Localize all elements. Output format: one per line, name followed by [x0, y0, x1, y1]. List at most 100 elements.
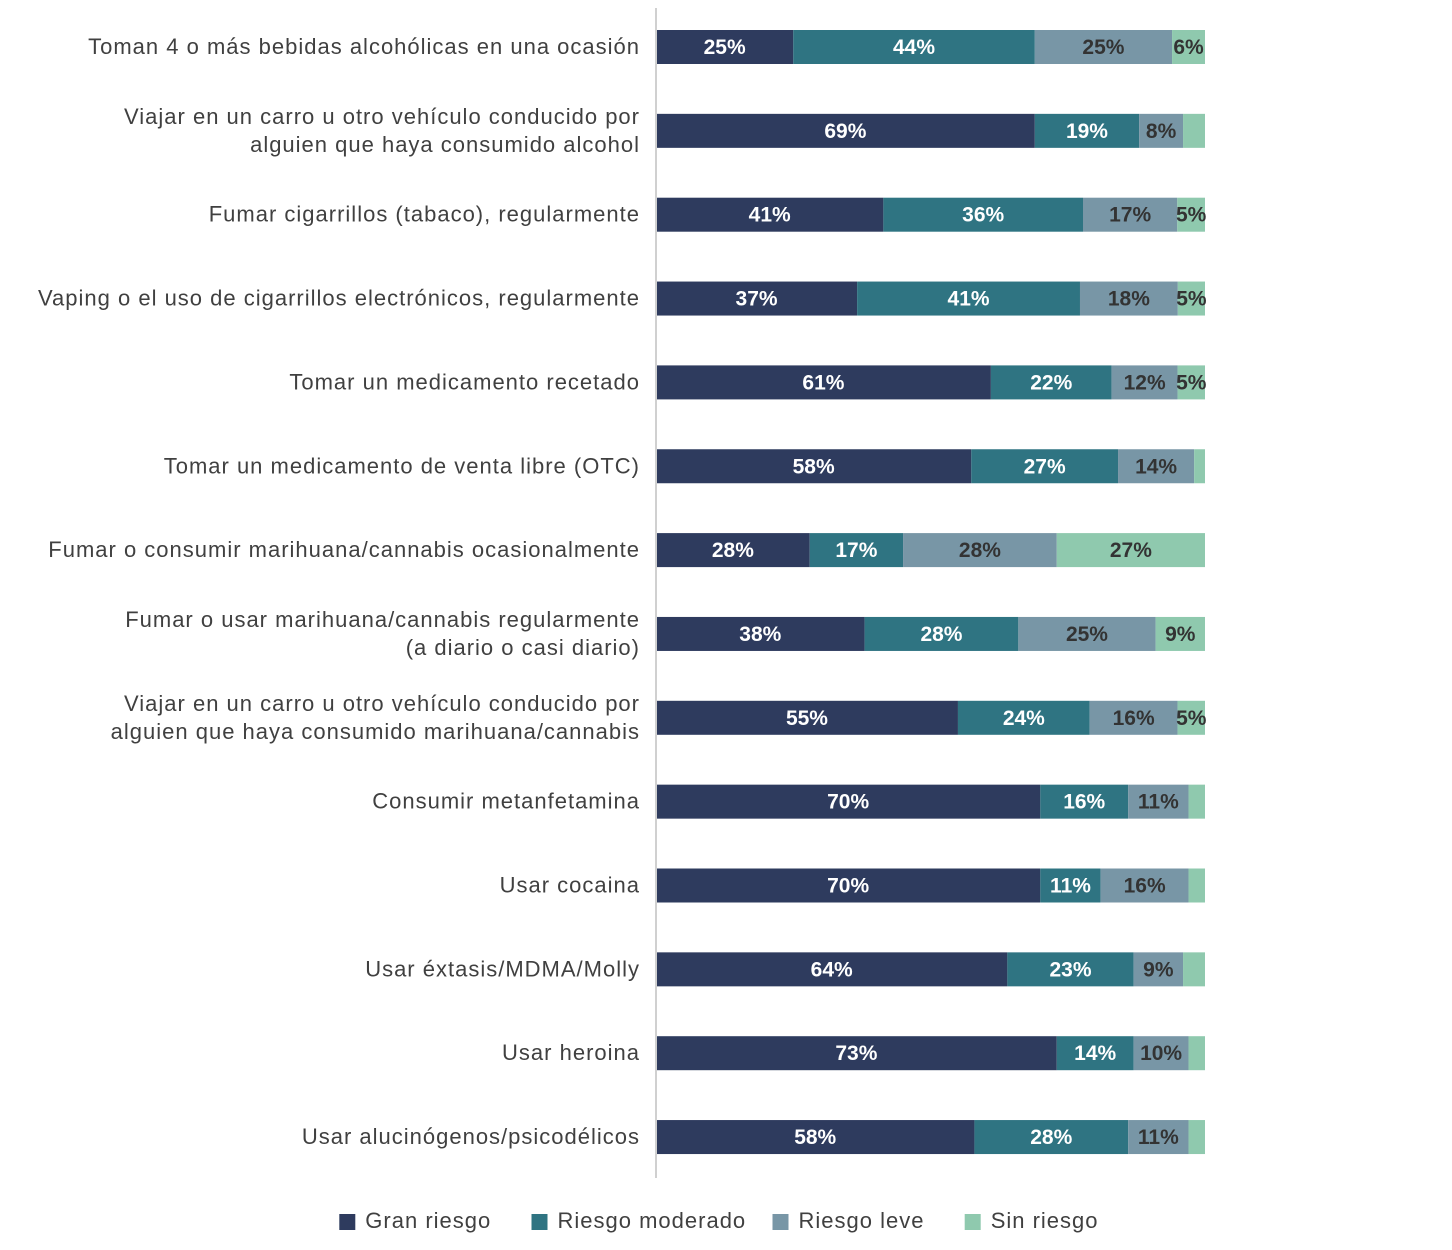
- data-label: 9%: [1165, 623, 1196, 646]
- bar-segment: [1128, 1120, 1189, 1155]
- data-label: 28%: [1030, 1126, 1072, 1149]
- data-label: 27%: [1024, 455, 1066, 478]
- data-label: 17%: [835, 539, 877, 562]
- bar-segment: [990, 365, 1112, 400]
- data-label: 61%: [802, 371, 844, 394]
- bar-segment: [1177, 197, 1205, 232]
- bar-segment: [1040, 868, 1101, 903]
- category-labels-layer: Toman 4 o más bebidas alcohólicas en una…: [38, 34, 640, 1149]
- legend-label: Riesgo leve: [799, 1208, 925, 1233]
- bar-segment: [1172, 30, 1205, 64]
- data-label: 37%: [736, 288, 778, 311]
- bar-segment: [656, 30, 794, 64]
- category-label: Tomar un medicamento recetado: [289, 369, 640, 394]
- data-label: 73%: [835, 1042, 877, 1065]
- bar-segment: [1089, 700, 1178, 735]
- data-label: 16%: [1113, 707, 1155, 730]
- category-label: Tomar un medicamento de venta libre (OTC…: [164, 453, 640, 478]
- category-label: Usar heroina: [502, 1040, 640, 1065]
- data-label: 8%: [1146, 120, 1177, 143]
- data-label: 16%: [1063, 791, 1105, 814]
- data-label: 11%: [1138, 791, 1179, 814]
- legend-label: Sin riesgo: [991, 1208, 1099, 1233]
- category-label: Viajar en un carro u otro vehículo condu…: [124, 104, 640, 129]
- bar-segment: [903, 533, 1057, 568]
- data-label: 12%: [1124, 371, 1166, 394]
- legend-swatch: [964, 1214, 981, 1230]
- bar-segment: [1188, 868, 1205, 903]
- data-label: 5%: [1176, 707, 1207, 730]
- category-label: (a diario o casi diario): [406, 635, 640, 660]
- bar-segment: [1128, 784, 1189, 819]
- bar-segment: [1194, 449, 1205, 484]
- legend-swatch: [772, 1214, 789, 1230]
- bar-segment: [1040, 784, 1129, 819]
- category-label: Fumar cigarrillos (tabaco), regularmente: [209, 202, 640, 227]
- data-label: 11%: [1138, 1126, 1179, 1149]
- category-label: Toman 4 o más bebidas alcohólicas en una…: [88, 34, 640, 59]
- data-label: 28%: [920, 623, 962, 646]
- data-label: 16%: [1124, 875, 1166, 898]
- bar-segment: [1188, 1036, 1205, 1071]
- data-label: 17%: [1109, 204, 1151, 227]
- bar-segment: [656, 365, 991, 400]
- bar-segment: [1034, 113, 1140, 148]
- bar-segment: [1183, 113, 1205, 148]
- legend-label: Gran riesgo: [365, 1208, 491, 1233]
- bar-segment: [1034, 30, 1173, 64]
- data-label: 23%: [1049, 958, 1091, 981]
- bar-segment: [656, 700, 958, 735]
- data-label: 69%: [824, 120, 866, 143]
- bars-layer: [656, 30, 1205, 1155]
- bar-segment: [656, 784, 1041, 819]
- data-label: 28%: [959, 539, 1001, 562]
- bar-segment: [656, 449, 972, 484]
- category-label: Fumar o consumir marihuana/cannabis ocas…: [48, 537, 640, 562]
- bar-segment: [793, 30, 1035, 64]
- bar-segment: [1177, 365, 1205, 400]
- data-label: 14%: [1135, 455, 1177, 478]
- bar-segment: [1079, 281, 1178, 316]
- data-label: 10%: [1140, 1042, 1182, 1065]
- legend-swatch: [531, 1214, 548, 1230]
- data-label: 5%: [1176, 204, 1207, 227]
- data-label: 14%: [1074, 1042, 1116, 1065]
- data-label: 36%: [962, 204, 1004, 227]
- bar-segment: [1133, 952, 1184, 987]
- bar-segment: [656, 616, 865, 651]
- category-label: Consumir metanfetamina: [372, 789, 640, 814]
- bar-segment: [883, 197, 1083, 232]
- bar-segment: [656, 868, 1041, 903]
- bar-segment: [1177, 281, 1205, 316]
- bar-segment: [656, 281, 858, 316]
- bar-segment: [1018, 616, 1156, 651]
- bar-segment: [1155, 616, 1205, 651]
- bar-segment: [864, 616, 1019, 651]
- bar-segment: [1083, 197, 1178, 232]
- bar-segment: [1183, 952, 1205, 987]
- legend: Gran riesgo Riesgo moderado Riesgo leve Sin…: [339, 1208, 1098, 1233]
- bar-segment: [1056, 1036, 1134, 1071]
- data-label: 9%: [1143, 958, 1174, 981]
- bar-segment: [1007, 952, 1134, 987]
- bar-segment: [974, 1120, 1129, 1155]
- data-label: 38%: [739, 623, 781, 646]
- data-label: 70%: [827, 875, 869, 898]
- category-label: alguien que haya consumido alcohol: [250, 132, 640, 157]
- data-label: 25%: [1082, 36, 1124, 59]
- bar-segment: [656, 1120, 975, 1155]
- bar-segment: [1188, 784, 1205, 819]
- data-label: 70%: [827, 791, 869, 814]
- data-label: 11%: [1050, 875, 1091, 898]
- category-label: Vaping o el uso de cigarrillos electróni…: [38, 286, 640, 311]
- data-label: 6%: [1173, 36, 1204, 59]
- bar-segment: [1188, 1120, 1205, 1155]
- data-label: 58%: [793, 455, 835, 478]
- data-label: 25%: [1066, 623, 1108, 646]
- data-label: 25%: [704, 36, 746, 59]
- bar-segment: [1056, 533, 1205, 568]
- category-label: Viajar en un carro u otro vehículo condu…: [124, 691, 640, 716]
- data-label: 19%: [1066, 120, 1108, 143]
